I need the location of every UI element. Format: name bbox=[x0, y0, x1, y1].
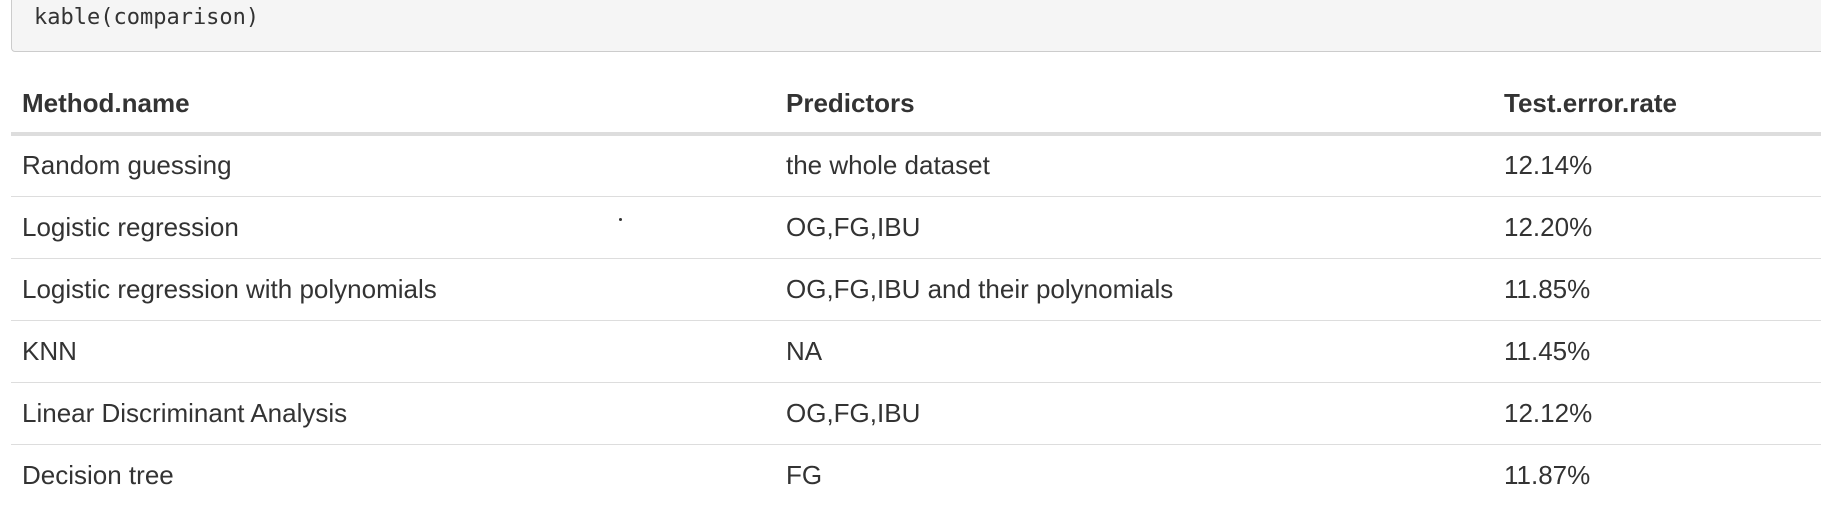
comparison-table: Method.name Predictors Test.error.rate R… bbox=[11, 74, 1821, 506]
table-header-row: Method.name Predictors Test.error.rate bbox=[11, 74, 1821, 136]
cell-method-name: Decision tree bbox=[22, 459, 174, 490]
cell-test-error-rate: 12.12% bbox=[1493, 382, 1821, 445]
code-text: kable(comparison) bbox=[34, 5, 260, 30]
cell-predictors: FG bbox=[786, 459, 823, 490]
header-test-error-rate: Test.error.rate bbox=[1493, 74, 1821, 136]
cell-method-name: Logistic regression with polynomials bbox=[11, 258, 775, 321]
cell-method-name: Linear Discriminant Analysis bbox=[11, 382, 775, 445]
header-predictors: Predictors bbox=[775, 74, 1493, 136]
table-row: Decision tree FG 11.87% bbox=[11, 444, 1821, 506]
stray-dot bbox=[619, 218, 622, 221]
cell-test-error-rate: 11.45% bbox=[1493, 320, 1821, 383]
table-row: Linear Discriminant Analysis OG,FG,IBU 1… bbox=[11, 382, 1821, 445]
cell-method-name: KNN bbox=[11, 320, 775, 383]
cell-test-error-rate: 12.20% bbox=[1493, 196, 1821, 259]
cell-test-error-rate: 12.14% bbox=[1493, 134, 1821, 197]
code-block: kable(comparison) bbox=[11, 0, 1821, 52]
cell-predictors: OG,FG,IBU bbox=[775, 382, 1493, 445]
cell-test-error-rate: 11.87% bbox=[1504, 459, 1591, 490]
cell-predictors: the whole dataset bbox=[775, 134, 1493, 197]
table-row: Logistic regression with polynomials OG,… bbox=[11, 258, 1821, 321]
cell-method-name: Logistic regression bbox=[11, 196, 775, 259]
table-row: Logistic regression OG,FG,IBU 12.20% bbox=[11, 196, 1821, 259]
cell-predictors: OG,FG,IBU bbox=[775, 196, 1493, 259]
table-row: KNN NA 11.45% bbox=[11, 320, 1821, 383]
cell-predictors: NA bbox=[775, 320, 1493, 383]
header-method-name: Method.name bbox=[11, 74, 775, 136]
cell-method-name: Random guessing bbox=[11, 134, 775, 197]
table-row: Random guessing the whole dataset 12.14% bbox=[11, 134, 1821, 197]
cell-predictors: OG,FG,IBU and their polynomials bbox=[775, 258, 1493, 321]
cell-test-error-rate: 11.85% bbox=[1493, 258, 1821, 321]
